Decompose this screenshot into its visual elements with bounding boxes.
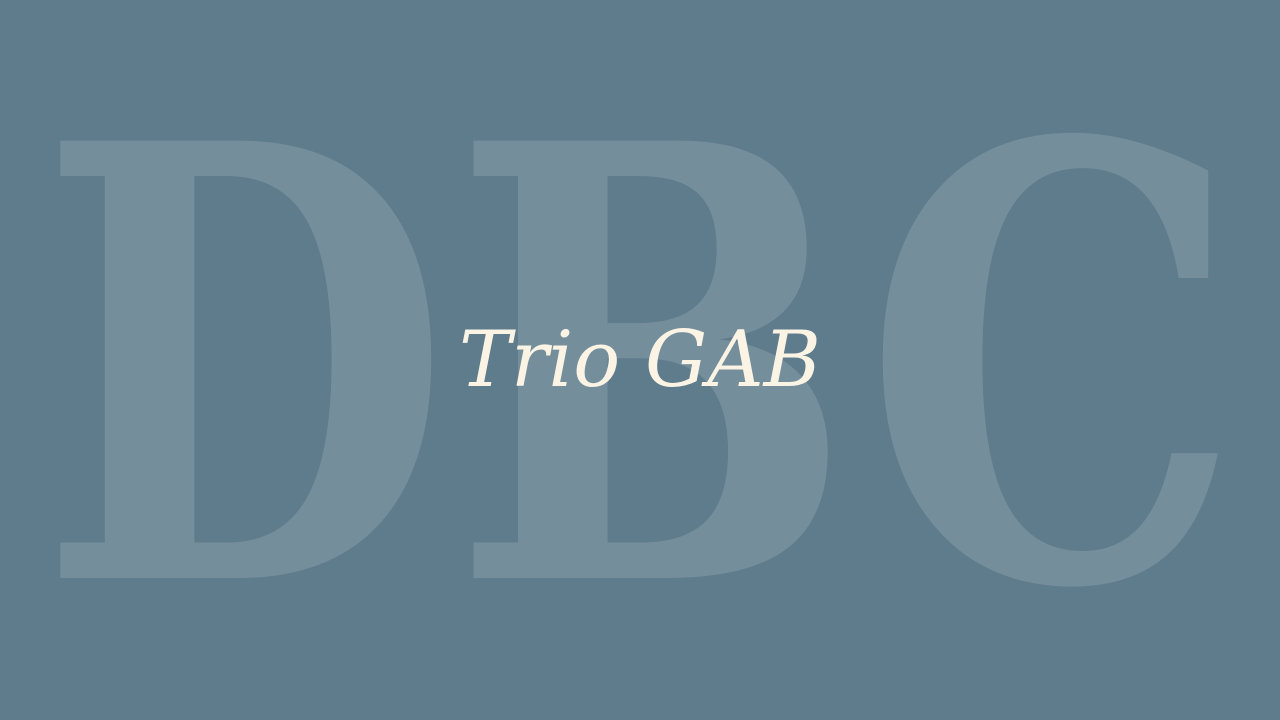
background-monogram-text: DBC <box>38 15 1242 720</box>
page-title: Trio GAB <box>459 315 821 405</box>
